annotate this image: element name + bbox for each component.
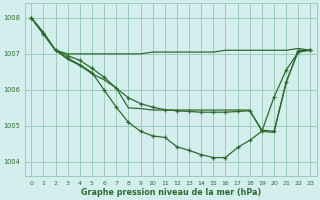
X-axis label: Graphe pression niveau de la mer (hPa): Graphe pression niveau de la mer (hPa) [81,188,261,197]
